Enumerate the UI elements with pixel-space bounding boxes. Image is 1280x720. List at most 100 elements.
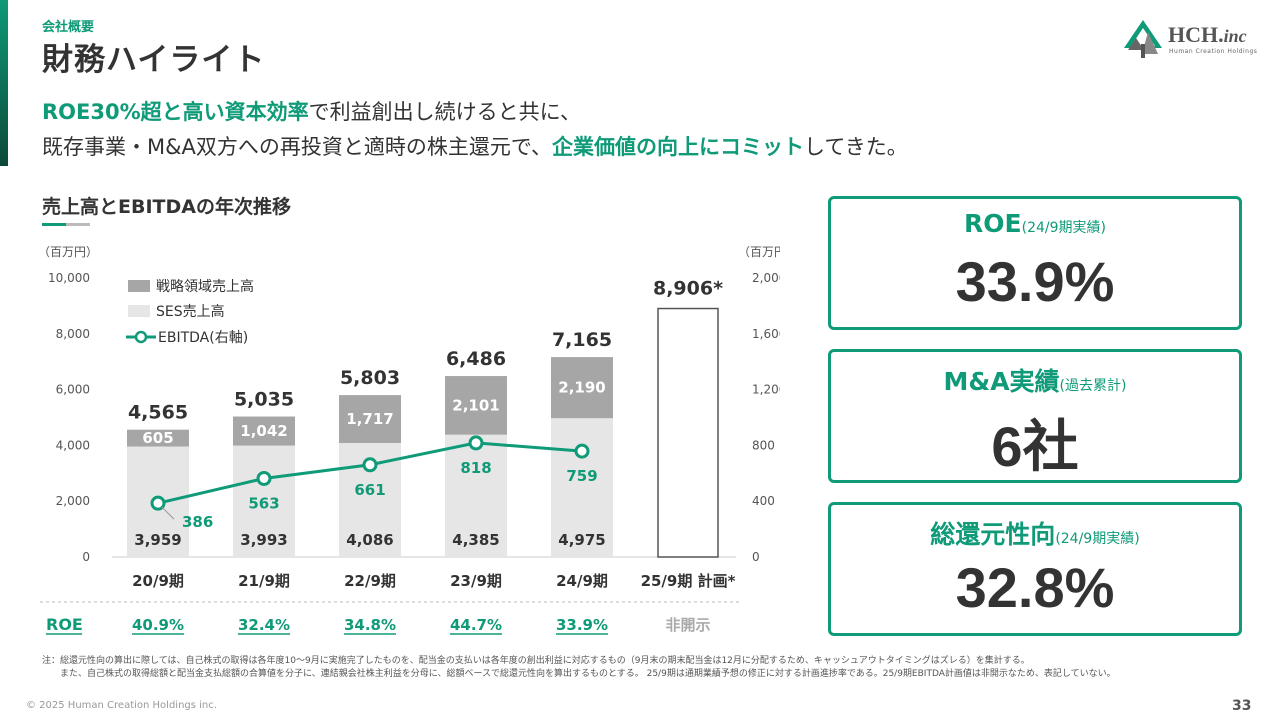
plan-total-label: 8,906* bbox=[653, 278, 723, 300]
left-tick-label: 8,000 bbox=[56, 327, 90, 341]
legend-swatch-ses bbox=[128, 305, 150, 317]
right-axis-unit: （百万円） bbox=[738, 245, 780, 259]
roe-value: 44.7% bbox=[450, 616, 502, 634]
ebitda-value-label: 759 bbox=[566, 467, 597, 485]
chart-title-underline-grey bbox=[66, 223, 90, 226]
roe-card-sublabel: (24/9期実績) bbox=[1021, 220, 1106, 236]
left-tick-label: 10,000 bbox=[48, 271, 90, 285]
ebitda-point bbox=[256, 470, 272, 486]
left-tick-label: 4,000 bbox=[56, 438, 90, 452]
legend-marker-ebitda bbox=[134, 330, 148, 344]
footnote-1: 注：総還元性向の算出に際しては、自己株式の取得は各年度10〜9月に実施完了したも… bbox=[42, 656, 1030, 666]
headline-highlight-2: 企業価値の向上にコミット bbox=[552, 135, 805, 159]
page-number: 33 bbox=[1232, 698, 1252, 714]
ebitda-value-label: 563 bbox=[248, 494, 279, 512]
category-label: 20/9期 bbox=[132, 572, 184, 590]
legend-label-strategic: 戦略領域売上高 bbox=[156, 278, 254, 295]
total-value-label: 4,565 bbox=[128, 402, 188, 424]
strategic-value-label: 2,101 bbox=[452, 396, 499, 414]
logo-mark-icon bbox=[1124, 20, 1162, 58]
roe-card-value: 33.9% bbox=[955, 250, 1115, 313]
category-label: 23/9期 bbox=[450, 572, 502, 590]
revenue-ebitda-chart: （百万円） （百万円） 10,000 8,000 6,000 4,000 2,000 0 2,0… bbox=[38, 245, 780, 635]
ma-card: M&A実績(過去累計) 6社 bbox=[828, 349, 1242, 483]
ses-bar bbox=[445, 434, 507, 557]
ebitda-value-label: 818 bbox=[460, 459, 491, 477]
right-tick-label: 1,600 bbox=[752, 327, 780, 341]
section-label: 会社概要 bbox=[42, 20, 95, 35]
headline-text-2a: 既存事業・M&A双方への再投資と適時の株主還元で、 bbox=[42, 135, 553, 159]
right-tick-label: 800 bbox=[752, 438, 775, 452]
roe-card-label: ROE(24/9期実績) bbox=[964, 209, 1106, 238]
strategic-bar bbox=[233, 416, 295, 446]
strategic-value-label: 605 bbox=[142, 429, 173, 447]
legend-label-ebitda: EBITDA(右軸) bbox=[158, 330, 248, 346]
ses-value-label: 3,959 bbox=[134, 531, 181, 549]
right-tick-label: 400 bbox=[752, 494, 775, 508]
ebitda-point bbox=[468, 435, 484, 451]
left-tick-label: 0 bbox=[82, 550, 90, 564]
category-label: 24/9期 bbox=[556, 572, 608, 590]
ses-value-label: 3,993 bbox=[240, 531, 287, 549]
ma-card-value: 6社 bbox=[991, 415, 1079, 478]
roe-value: 33.9% bbox=[556, 616, 608, 634]
strategic-bar bbox=[339, 395, 401, 444]
category-label: 22/9期 bbox=[344, 572, 396, 590]
roe-value: 40.9% bbox=[132, 616, 184, 634]
strategic-value-label: 1,042 bbox=[240, 422, 287, 440]
strategic-bar bbox=[127, 429, 189, 447]
ebitda-leader-line bbox=[161, 506, 175, 520]
payout-card-sublabel: (24/9期実績) bbox=[1055, 531, 1140, 547]
logo-wordmark: HCH.inc bbox=[1168, 22, 1247, 47]
ses-value-label: 4,975 bbox=[558, 531, 605, 549]
left-axis-unit: （百万円） bbox=[38, 245, 98, 259]
ses-value-label: 4,385 bbox=[452, 531, 499, 549]
ebitda-point bbox=[150, 495, 166, 511]
chart-title: 売上高とEBITDAの年次推移 bbox=[42, 196, 291, 218]
ses-bar bbox=[551, 418, 613, 557]
strategic-bar bbox=[445, 376, 507, 435]
ebitda-point bbox=[574, 443, 590, 459]
footnote-2: また、自己株式の取得総額と配当金支払総額の合算値を分子に、連結親会社株主利益を分… bbox=[42, 669, 1116, 679]
total-value-label: 6,486 bbox=[446, 348, 506, 370]
roe-value: 非開示 bbox=[665, 616, 710, 634]
right-tick-label: 1,200 bbox=[752, 383, 780, 397]
legend-label-ses: SES売上高 bbox=[156, 303, 225, 320]
headline-line-2: 既存事業・M&A双方への再投資と適時の株主還元で、企業価値の向上にコミットしてき… bbox=[42, 131, 908, 161]
strategic-value-label: 1,717 bbox=[346, 410, 393, 428]
left-accent-bar bbox=[0, 0, 8, 166]
right-tick-label: 2,000 bbox=[752, 271, 780, 285]
legend-swatch-strategic bbox=[128, 280, 150, 292]
ma-card-sublabel: (過去累計) bbox=[1059, 378, 1127, 394]
category-label: 21/9期 bbox=[238, 572, 290, 590]
roe-card: ROE(24/9期実績) 33.9% bbox=[828, 196, 1242, 330]
roe-value: 34.8% bbox=[344, 616, 396, 634]
payout-card-value: 32.8% bbox=[955, 556, 1115, 619]
ebitda-point bbox=[362, 457, 378, 473]
roe-row-label: ROE bbox=[46, 615, 83, 634]
plan-bar-outline bbox=[657, 307, 719, 558]
logo-subtitle: Human Creation Holdings bbox=[1169, 48, 1258, 55]
left-tick-label: 6,000 bbox=[56, 383, 90, 397]
strategic-value-label: 2,190 bbox=[558, 379, 605, 397]
right-tick-label: 0 bbox=[752, 550, 760, 564]
ses-bar bbox=[233, 445, 295, 557]
total-value-label: 5,035 bbox=[234, 389, 294, 411]
roe-value: 32.4% bbox=[238, 616, 290, 634]
headline-line-1: ROE30%超と高い資本効率で利益創出し続けると共に、 bbox=[42, 96, 581, 126]
headline-highlight-1: ROE30%超と高い資本効率 bbox=[42, 100, 309, 124]
payout-card: 総還元性向(24/9期実績) 32.8% bbox=[828, 502, 1242, 636]
total-value-label: 7,165 bbox=[552, 329, 612, 351]
left-tick-label: 2,000 bbox=[56, 494, 90, 508]
company-logo: HCH.inc Human Creation Holdings bbox=[1122, 18, 1262, 64]
payout-card-label: 総還元性向(24/9期実績) bbox=[930, 520, 1140, 549]
ebitda-value-label: 386 bbox=[182, 513, 213, 531]
category-label: 25/9期 計画* bbox=[641, 572, 736, 590]
headline-text-1: で利益創出し続けると共に、 bbox=[308, 100, 582, 124]
page-title: 財務ハイライト bbox=[42, 42, 266, 78]
ses-value-label: 4,086 bbox=[346, 531, 393, 549]
headline-text-2b: してきた。 bbox=[804, 135, 908, 159]
ebitda-value-label: 661 bbox=[354, 481, 385, 499]
total-value-label: 5,803 bbox=[340, 367, 400, 389]
copyright: © 2025 Human Creation Holdings inc. bbox=[26, 700, 217, 711]
